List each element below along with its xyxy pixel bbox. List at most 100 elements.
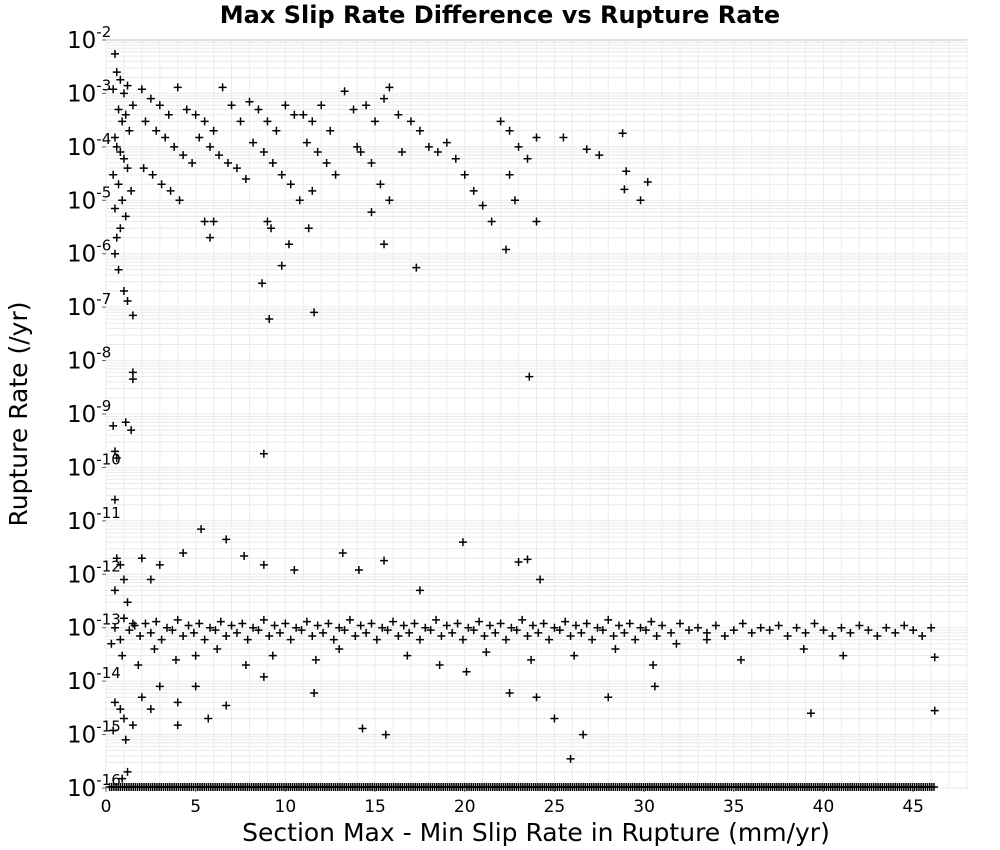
y-tick-label: 10-12 [67,557,121,588]
data-point [313,148,322,157]
data-point [162,623,171,632]
data-point [460,170,469,179]
data-point [394,110,403,119]
data-point [168,626,177,635]
data-point [579,730,588,739]
data-point [435,661,444,670]
data-point [116,560,125,569]
data-point [415,126,424,135]
data-point [112,142,121,151]
data-point [110,447,119,456]
data-point [783,631,792,640]
data-point [667,628,676,637]
data-point [191,682,200,691]
data-point [485,621,494,630]
data-point [216,617,225,626]
data-point [277,170,286,179]
data-point [595,151,604,160]
data-point [559,133,568,142]
data-point [295,196,304,205]
data-point [173,615,182,624]
data-point [362,628,371,637]
data-point [116,635,125,644]
data-point [238,619,247,628]
data-point [385,83,394,92]
y-tick-label: 10-16 [67,771,121,802]
data-point [200,635,209,644]
data-point [268,158,277,167]
data-point [882,623,891,632]
data-point [206,623,215,632]
data-point [846,628,855,637]
data-point [891,628,900,637]
data-point [211,626,220,635]
data-point [505,126,514,135]
y-tick-label: 10-8 [67,344,111,375]
data-point [571,621,580,630]
data-point [652,631,661,640]
data-point [839,651,848,660]
data-point [380,94,389,103]
data-point [112,233,121,242]
data-point [536,575,545,584]
data-point [304,224,313,233]
data-point [448,628,457,637]
data-point [137,693,146,702]
data-point [215,151,224,160]
data-point [119,154,128,163]
data-point [200,217,209,226]
data-point [469,626,478,635]
data-point [631,635,640,644]
data-point [356,621,365,630]
data-point [900,621,909,630]
data-point [918,631,927,640]
data-point [123,297,132,306]
data-point [505,170,514,179]
data-point [146,628,155,637]
data-point [259,615,268,624]
data-point [222,631,231,640]
data-point [502,635,511,644]
data-point [123,598,132,607]
data-point [137,554,146,563]
data-point [195,133,204,142]
data-point [582,145,591,154]
data-point [358,724,367,733]
data-point [828,631,837,640]
data-point [175,196,184,205]
data-point [512,626,521,635]
data-point [189,628,198,637]
x-tick-label: 5 [190,797,201,817]
data-point [403,651,412,660]
x-axis-label: Section Max - Min Slip Rate in Rupture (… [242,818,830,847]
data-point [399,621,408,630]
data-point [119,614,128,623]
data-point [118,117,127,126]
data-point [223,158,232,167]
data-point [110,204,119,213]
data-point [385,196,394,205]
data-point [173,721,182,730]
data-point [532,133,541,142]
data-point [676,619,684,628]
data-point [415,586,424,595]
data-point [308,631,317,640]
data-point [376,180,385,189]
floor-data-point [929,783,938,791]
data-point [137,85,146,94]
x-tick-label: 20 [454,797,476,817]
y-axis-label: Rupture Rate (/yr) [4,302,33,527]
data-point [281,619,290,628]
data-point [161,133,170,142]
data-point [152,126,161,135]
data-point [308,117,317,126]
data-point [577,628,586,637]
data-point [284,240,293,249]
data-point [277,261,286,270]
data-point [819,626,828,635]
data-point [173,83,182,92]
data-points [105,49,939,791]
data-point [123,164,132,173]
data-point [157,635,166,644]
data-point [141,117,150,126]
